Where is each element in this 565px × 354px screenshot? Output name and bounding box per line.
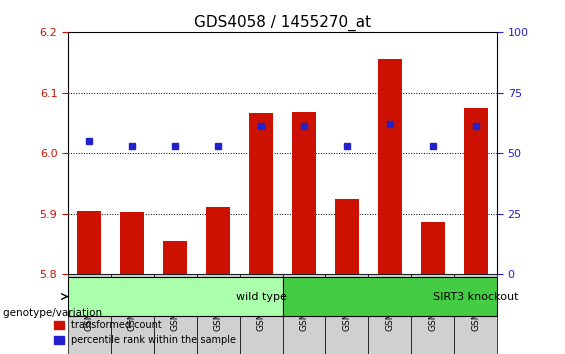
Bar [421, 222, 445, 274]
Bar [206, 206, 230, 274]
Text: GSM675156: GSM675156 [85, 276, 94, 331]
FancyBboxPatch shape [454, 274, 497, 354]
Text: GSM675156: GSM675156 [257, 276, 266, 331]
FancyBboxPatch shape [111, 274, 154, 354]
Text: GSM675148: GSM675148 [128, 276, 137, 331]
Text: GSM675156: GSM675156 [171, 276, 180, 331]
Bar [335, 199, 359, 274]
Bar [464, 108, 488, 274]
Text: GSM675155: GSM675155 [428, 276, 437, 331]
FancyBboxPatch shape [368, 274, 411, 354]
FancyBboxPatch shape [197, 274, 240, 354]
Text: GSM675156: GSM675156 [385, 276, 394, 331]
Text: GSM675147: GSM675147 [85, 276, 94, 331]
FancyBboxPatch shape [282, 274, 325, 354]
Text: GSM675150: GSM675150 [214, 276, 223, 331]
Text: GSM675153: GSM675153 [342, 276, 351, 331]
Bar [292, 112, 316, 274]
FancyBboxPatch shape [68, 274, 111, 354]
Text: GSM675156: GSM675156 [471, 276, 480, 331]
Bar [378, 59, 402, 274]
FancyBboxPatch shape [325, 274, 368, 354]
Text: genotype/variation: genotype/variation [3, 308, 105, 318]
Text: wild type: wild type [236, 292, 286, 302]
Text: GSM675152: GSM675152 [299, 276, 308, 331]
FancyBboxPatch shape [282, 277, 497, 316]
Bar [163, 240, 187, 274]
Bar [249, 113, 273, 274]
Text: GSM675156: GSM675156 [128, 276, 137, 331]
Text: SIRT3 knockout: SIRT3 knockout [433, 292, 519, 302]
Text: GSM675156: GSM675156 [428, 276, 437, 331]
Text: GSM675149: GSM675149 [171, 276, 180, 331]
FancyBboxPatch shape [154, 274, 197, 354]
Bar [120, 212, 144, 274]
Text: GSM675156: GSM675156 [299, 276, 308, 331]
Text: GSM675156: GSM675156 [471, 276, 480, 331]
Text: GSM675156: GSM675156 [214, 276, 223, 331]
Title: GDS4058 / 1455270_at: GDS4058 / 1455270_at [194, 14, 371, 30]
FancyBboxPatch shape [68, 277, 282, 316]
Text: GSM675151: GSM675151 [257, 276, 266, 331]
FancyBboxPatch shape [411, 274, 454, 354]
Legend: transformed count, percentile rank within the sample: transformed count, percentile rank withi… [50, 316, 240, 349]
Bar [77, 211, 101, 274]
Text: GSM675156: GSM675156 [342, 276, 351, 331]
Text: GSM675154: GSM675154 [385, 276, 394, 331]
FancyBboxPatch shape [240, 274, 282, 354]
